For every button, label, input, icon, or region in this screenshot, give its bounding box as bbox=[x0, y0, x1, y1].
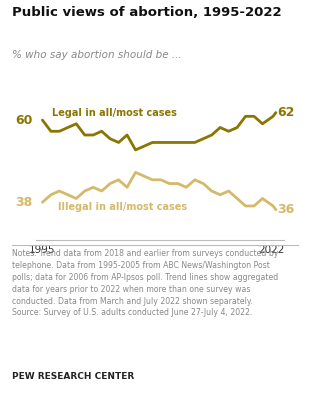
Text: 62: 62 bbox=[277, 106, 294, 119]
Text: Public views of abortion, 1995-2022: Public views of abortion, 1995-2022 bbox=[12, 6, 282, 19]
Text: Notes: Trend data from 2018 and earlier from surveys conducted by
telephone. Dat: Notes: Trend data from 2018 and earlier … bbox=[12, 249, 279, 318]
Text: PEW RESEARCH CENTER: PEW RESEARCH CENTER bbox=[12, 372, 135, 381]
Text: Legal in all/most cases: Legal in all/most cases bbox=[52, 108, 177, 118]
Text: 38: 38 bbox=[15, 196, 32, 209]
Text: 36: 36 bbox=[277, 203, 294, 216]
Text: % who say abortion should be ...: % who say abortion should be ... bbox=[12, 50, 182, 59]
Text: Illegal in all/most cases: Illegal in all/most cases bbox=[58, 202, 187, 212]
Text: 60: 60 bbox=[15, 114, 32, 127]
